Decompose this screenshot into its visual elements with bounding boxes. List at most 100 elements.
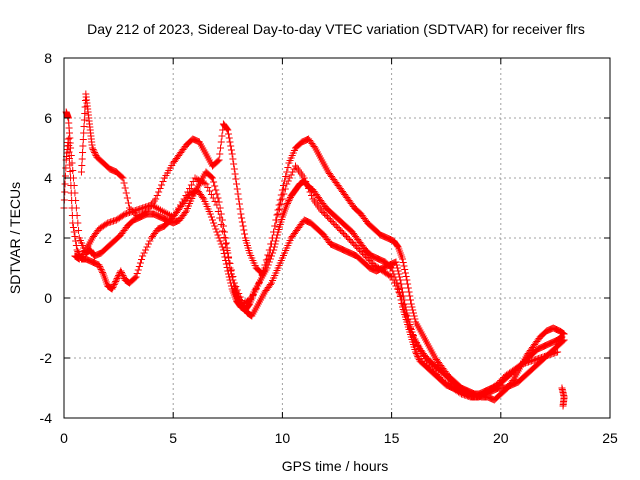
y-tick-label: -2 — [40, 350, 53, 366]
data-point — [399, 255, 407, 263]
data-point — [222, 239, 230, 247]
data-point — [142, 246, 150, 254]
data-point — [391, 279, 399, 287]
data-point — [155, 188, 163, 196]
data-point — [120, 179, 128, 187]
data-point — [497, 377, 505, 384]
data-point — [361, 252, 369, 260]
data-point — [248, 294, 256, 302]
data-point — [77, 168, 85, 176]
data-point — [225, 253, 233, 261]
data-point — [434, 372, 442, 380]
data-point — [266, 281, 274, 288]
data-point — [324, 213, 332, 221]
data-point — [290, 165, 298, 173]
data-point — [64, 135, 72, 143]
data-point — [403, 276, 411, 284]
data-point — [214, 157, 222, 165]
data-point — [406, 292, 414, 300]
data-point — [223, 125, 231, 133]
data-point — [342, 233, 350, 240]
data-point — [409, 309, 417, 317]
data-point — [166, 211, 174, 219]
data-point — [393, 264, 401, 272]
data-point — [124, 199, 132, 207]
data-point — [67, 144, 75, 152]
data-point — [554, 348, 562, 356]
data-point — [273, 231, 281, 239]
data-point — [133, 270, 141, 277]
data-point — [251, 288, 259, 296]
data-point — [118, 269, 126, 276]
data-point — [207, 173, 215, 181]
data-point — [399, 292, 407, 300]
data-point — [401, 306, 409, 314]
data-point — [72, 197, 80, 204]
data-point — [153, 204, 161, 212]
data-point — [217, 144, 225, 152]
data-point — [287, 171, 295, 179]
data-point — [411, 335, 419, 343]
data-point — [407, 325, 415, 332]
data-point — [259, 266, 267, 274]
data-point — [400, 262, 408, 270]
data-point — [212, 186, 220, 194]
data-point — [273, 216, 281, 224]
x-tick-label: 20 — [493, 430, 509, 446]
data-point — [62, 164, 70, 172]
data-point — [134, 266, 142, 274]
data-point — [195, 176, 203, 184]
data-point — [79, 149, 87, 156]
data-point — [67, 152, 75, 159]
data-point — [159, 178, 167, 185]
data-point — [158, 207, 166, 215]
data-point — [191, 174, 199, 182]
data-point — [364, 255, 372, 263]
data-point — [284, 177, 292, 185]
data-point — [286, 174, 294, 182]
data-point — [164, 210, 172, 218]
data-point — [204, 184, 212, 191]
data-point — [218, 132, 226, 140]
data-point — [65, 155, 73, 162]
data-point — [173, 207, 181, 215]
data-point — [98, 267, 106, 275]
data-point — [405, 321, 413, 329]
data-point — [393, 261, 401, 269]
data-point — [206, 187, 214, 195]
data-point — [271, 222, 279, 230]
y-tick-label: -4 — [40, 410, 53, 426]
data-point — [395, 270, 403, 278]
data-point — [408, 303, 416, 311]
data-point — [404, 284, 412, 292]
data-point — [275, 205, 283, 213]
data-point — [337, 227, 345, 234]
x-tick-label: 10 — [275, 430, 291, 446]
data-point — [358, 249, 366, 257]
data-point — [404, 316, 412, 324]
data-point — [78, 155, 86, 163]
data-point — [131, 274, 139, 282]
data-point — [233, 180, 241, 188]
data-point — [404, 280, 412, 288]
data-point — [329, 219, 337, 227]
data-point — [146, 237, 154, 245]
data-point — [308, 192, 316, 199]
data-point — [363, 254, 371, 261]
chart-title: Day 212 of 2023, Sidereal Day-to-day VTE… — [87, 21, 585, 37]
data-point — [213, 228, 221, 236]
data-point — [118, 270, 126, 278]
data-point — [246, 295, 254, 303]
data-point — [351, 242, 359, 249]
data-point — [413, 351, 421, 359]
y-tick-label: 2 — [44, 230, 52, 246]
data-point — [235, 290, 243, 297]
data-point — [431, 369, 439, 377]
data-point — [353, 243, 361, 251]
data-point — [259, 270, 267, 278]
data-point — [230, 165, 238, 173]
data-point — [433, 371, 441, 378]
data-point — [91, 149, 99, 156]
data-point — [79, 136, 87, 143]
data-point — [74, 219, 82, 227]
